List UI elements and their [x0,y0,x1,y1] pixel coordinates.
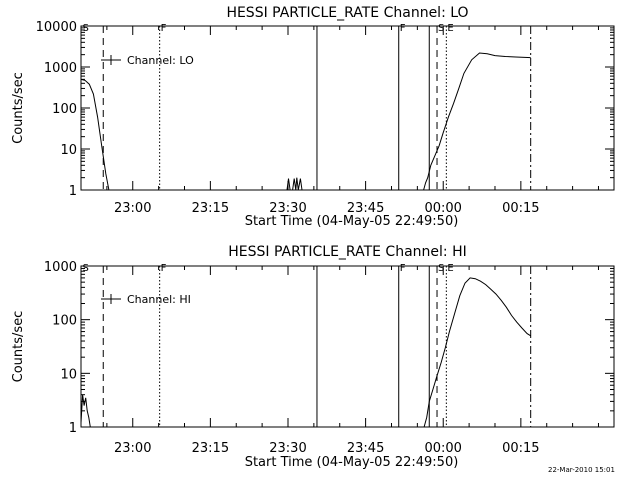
y-tick-label: 1000 [44,260,77,275]
x-tick-label: 23:00 [114,201,151,216]
event-marker-label: S [438,263,444,274]
y-axis-label: Counts/sec [11,72,26,144]
x-tick-label: 23:45 [347,201,384,216]
data-series-line [286,177,303,190]
y-axis-label: Counts/sec [11,311,26,383]
data-series-line [423,52,531,190]
chart-title: HESSI PARTICLE_RATE Channel: HI [228,244,466,260]
data-series-line [423,277,531,427]
y-tick-label: 10000 [36,20,77,35]
event-marker-label: S [83,23,89,34]
y-tick-label: 100 [52,314,77,329]
event-marker-label: E [447,263,453,274]
plot-frame [80,265,615,428]
x-tick-label: 23:15 [192,441,229,456]
x-tick-label: 23:30 [269,201,306,216]
x-tick-label: 00:15 [502,201,539,216]
legend-label: Channel: HI [127,293,191,306]
event-marker-label: E [447,23,453,34]
legend-label: Channel: LO [127,54,194,67]
event-marker-label: S [83,263,89,274]
event-marker-label: F [161,263,167,274]
x-tick-label: 23:15 [192,201,229,216]
data-series-line [81,394,91,427]
event-marker-label: F [161,23,167,34]
x-tick-label: 00:00 [424,201,461,216]
plot-frame [80,25,615,191]
chart-panel-hi: HESSI PARTICLE_RATE Channel: HI Start Tim… [11,244,615,470]
x-tick-label: 00:15 [502,441,539,456]
event-marker-label: S [438,23,444,34]
timestamp-stamp: 22-Mar-2010 15:01 [548,466,615,474]
y-tick-label: 1 [69,421,77,436]
x-tick-label: 23:45 [347,441,384,456]
x-axis-label: Start Time (04-May-05 22:49:50) [245,455,459,470]
x-tick-label: 00:00 [424,441,461,456]
y-tick-label: 1 [69,184,77,199]
data-series-line [81,78,110,190]
x-axis-label: Start Time (04-May-05 22:49:50) [245,214,459,229]
chart-title: HESSI PARTICLE_RATE Channel: LO [226,5,468,21]
y-tick-label: 10 [60,367,77,382]
x-tick-label: 23:30 [269,441,306,456]
y-tick-label: 1000 [44,61,77,76]
event-marker-label: F [400,23,406,34]
event-marker-label: F [400,263,406,274]
chart-panel-lo: HESSI PARTICLE_RATE Channel: LO Start Tim… [11,5,615,229]
y-tick-label: 10 [60,143,77,158]
x-tick-label: 23:00 [114,441,151,456]
y-tick-label: 100 [52,102,77,117]
